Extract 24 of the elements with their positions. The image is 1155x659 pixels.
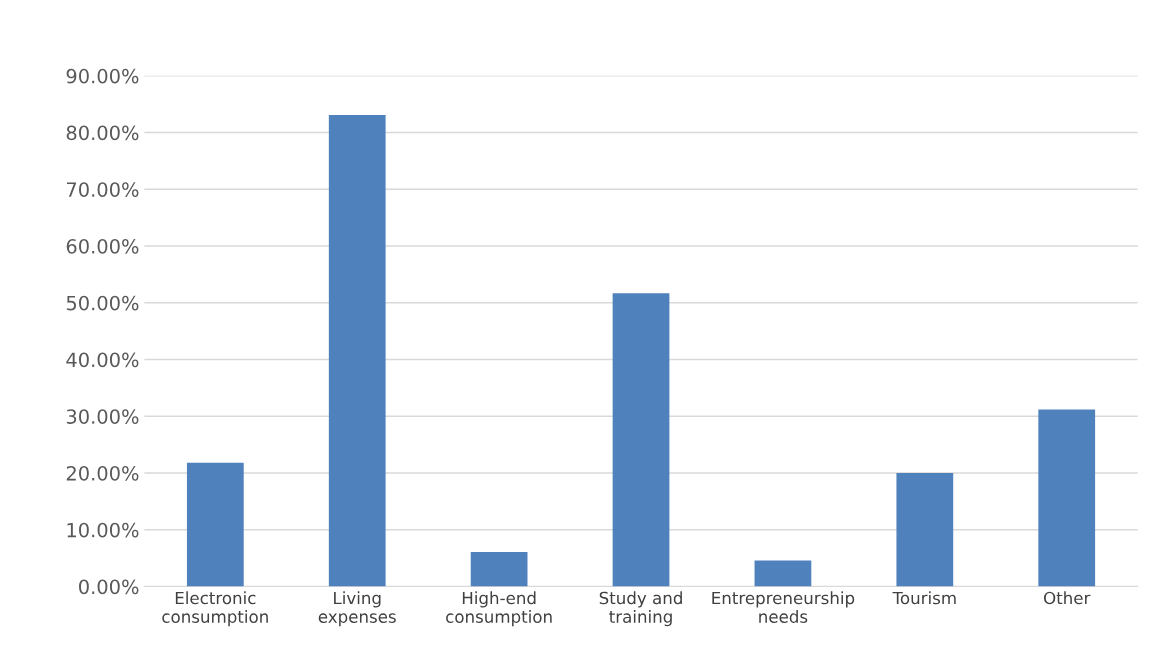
- y-tick-label: 50.00%: [66, 295, 139, 311]
- y-tick-label: 20.00%: [66, 465, 139, 481]
- bar: [328, 114, 386, 587]
- bar: [1038, 409, 1096, 587]
- x-tick-label: Tourism: [892, 591, 956, 605]
- y-tick-label: 30.00%: [66, 409, 139, 424]
- x-tick-label: Other: [1044, 591, 1091, 605]
- x-tick-label: Entrepreneurship needs: [712, 591, 855, 623]
- bar: [612, 293, 670, 587]
- y-tick-label: 90.00%: [66, 68, 139, 84]
- bar: [470, 551, 528, 587]
- x-tick-label: Study and training: [599, 591, 682, 627]
- y-tick-label: 80.00%: [66, 125, 139, 141]
- x-tick-label: High-end consumption: [446, 591, 552, 627]
- y-tick-label: 70.00%: [66, 182, 139, 197]
- bar: [896, 473, 954, 587]
- x-tick-label: Electronic consumption: [162, 591, 268, 627]
- y-tick-label: 40.00%: [66, 352, 139, 368]
- x-tick-label: Living expenses: [318, 591, 396, 627]
- bar: [186, 462, 244, 587]
- bar: [754, 560, 812, 587]
- y-tick-label: 10.00%: [67, 522, 139, 538]
- y-tick-label: 60.00%: [66, 238, 139, 254]
- y-tick-label: 0.00%: [79, 579, 139, 595]
